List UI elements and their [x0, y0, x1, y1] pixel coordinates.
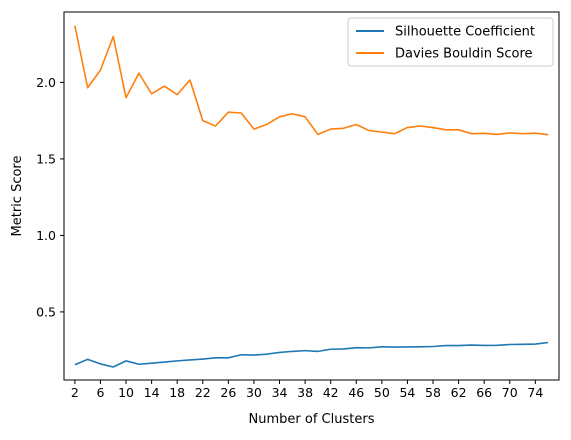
x-axis: 2 6 10 14 18 22 26 30 34 38 42 46 50 54 58 62 66 70 74: [71, 380, 543, 400]
y-tick-label: 1.5: [36, 151, 56, 166]
y-tick-label: 0.5: [36, 304, 56, 319]
y-tick-label: 1.0: [36, 228, 56, 243]
legend: Silhouette Coefficient Davies Bouldin Sc…: [347, 17, 554, 67]
x-tick-label: 2: [71, 385, 79, 400]
x-tick-label: 74: [527, 385, 543, 400]
x-tick-label: 10: [118, 385, 134, 400]
x-tick-label: 38: [297, 385, 313, 400]
y-tick-label: 2.0: [36, 75, 56, 90]
y-axis: 0.5 1.0 1.5 2.0: [36, 75, 64, 319]
x-tick-label: 30: [246, 385, 262, 400]
x-tick-label: 42: [323, 385, 339, 400]
x-tick-label: 34: [272, 385, 288, 400]
x-tick-label: 22: [195, 385, 211, 400]
x-tick-label: 54: [399, 385, 415, 400]
x-tick-label: 26: [220, 385, 236, 400]
x-tick-label: 46: [348, 385, 364, 400]
y-axis-label: Metric Score: [10, 156, 25, 237]
legend-label-silhouette: Silhouette Coefficient: [395, 25, 535, 40]
series-line-davies-bouldin-score: [74, 25, 549, 136]
plot-lines: [74, 25, 549, 368]
legend-box: [347, 17, 554, 67]
x-tick-label: 58: [425, 385, 441, 400]
x-tick-label: 70: [502, 385, 518, 400]
x-tick-label: 18: [169, 385, 185, 400]
x-tick-label: 14: [144, 385, 160, 400]
x-axis-label: Number of Clusters: [249, 412, 375, 427]
series-line-silhouette-coefficient: [74, 341, 549, 368]
plot-frame: [63, 11, 560, 381]
x-tick-label: 66: [476, 385, 492, 400]
x-tick-label: 50: [374, 385, 390, 400]
legend-label-davies-bouldin: Davies Bouldin Score: [395, 47, 533, 62]
x-tick-label: 6: [96, 385, 104, 400]
x-tick-label: 62: [451, 385, 467, 400]
